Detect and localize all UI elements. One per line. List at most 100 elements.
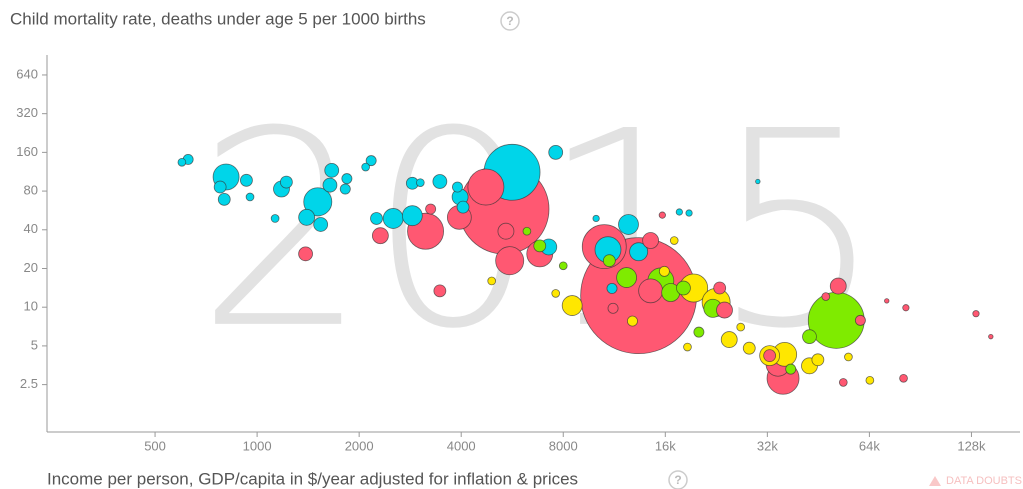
bubble — [456, 200, 470, 214]
bubble — [616, 267, 637, 288]
bubble — [487, 276, 497, 286]
chart-title: Child mortality rate, deaths under age 5… — [10, 9, 426, 28]
y-tick-label: 2.5 — [20, 376, 38, 391]
bubble — [324, 162, 340, 178]
bubble — [607, 302, 619, 314]
bubble — [279, 175, 293, 189]
data-doubts-label[interactable]: DATA DOUBTS — [946, 475, 1022, 487]
bubble — [217, 192, 231, 206]
help-icon[interactable]: ? — [500, 11, 520, 31]
bubble — [629, 242, 649, 262]
bubble — [693, 326, 705, 338]
bubble — [382, 208, 404, 229]
x-tick-label: 32k — [757, 438, 778, 453]
bubble — [675, 208, 683, 216]
x-tick-label: 2000 — [345, 438, 374, 453]
bubble — [365, 155, 377, 167]
bubble — [303, 187, 333, 217]
svg-text:?: ? — [506, 14, 513, 28]
bubble — [902, 304, 910, 312]
bubble — [838, 378, 848, 387]
bubble — [658, 211, 666, 219]
bubble — [592, 214, 600, 223]
bubble — [988, 333, 994, 340]
bubble — [558, 261, 568, 271]
bubble — [811, 353, 825, 367]
bubble — [972, 310, 980, 318]
bubble — [829, 277, 847, 295]
bubble — [602, 254, 616, 268]
bubble — [716, 301, 733, 319]
bubble — [561, 295, 583, 316]
bubble — [642, 232, 660, 249]
bubble — [755, 178, 761, 185]
bubble — [763, 349, 777, 363]
bubble — [533, 239, 547, 253]
bubble — [433, 284, 447, 298]
bubble — [425, 203, 437, 215]
bubble — [415, 178, 425, 187]
bubble — [240, 173, 253, 187]
y-tick-label: 80 — [24, 183, 38, 198]
bubble — [548, 144, 564, 160]
bubble — [322, 177, 338, 193]
bubble — [341, 173, 353, 185]
x-tick-label: 1000 — [243, 438, 272, 453]
y-tick-label: 40 — [24, 221, 38, 236]
bubble — [844, 352, 853, 362]
x-tick-label: 8000 — [549, 438, 578, 453]
bubble — [669, 236, 679, 245]
y-tick-label: 20 — [24, 260, 38, 275]
bubble — [742, 341, 756, 355]
bubble — [865, 375, 875, 385]
bubble — [467, 168, 505, 206]
bubble — [683, 342, 692, 352]
bubble — [298, 246, 313, 262]
data-doubts[interactable]: DATA DOUBTS — [929, 475, 1022, 487]
bubble — [495, 246, 525, 276]
bubble — [522, 226, 532, 236]
y-tick-label: 10 — [24, 299, 38, 314]
bubble — [736, 322, 746, 332]
bubble — [713, 281, 727, 295]
y-tick-label: 640 — [16, 66, 38, 81]
bubble — [884, 298, 890, 304]
bubble — [802, 329, 817, 345]
svg-text:?: ? — [674, 473, 681, 487]
x-tick-label: 128k — [957, 438, 986, 453]
x-tick-label: 16k — [655, 438, 676, 453]
bubble — [606, 282, 618, 294]
y-tick-label: 5 — [31, 337, 38, 352]
x-tick-label: 64k — [859, 438, 880, 453]
bubble — [626, 315, 638, 327]
x-tick-label: 4000 — [447, 438, 476, 453]
help-icon[interactable]: ? — [668, 470, 688, 489]
bubble — [313, 217, 329, 232]
bubble — [618, 214, 639, 235]
bubble — [785, 363, 797, 375]
bubble — [298, 208, 316, 226]
bubble — [658, 265, 670, 277]
bubble — [685, 209, 693, 217]
bubble — [371, 227, 389, 245]
y-tick-label: 320 — [16, 105, 38, 120]
bubble — [452, 181, 463, 193]
x-axis-title: Income per person, GDP/capita in $/year … — [47, 469, 578, 488]
bubble — [676, 280, 691, 296]
bubble — [245, 192, 255, 202]
bubble — [899, 373, 908, 383]
bubble — [270, 214, 280, 223]
bubble — [854, 314, 866, 326]
bubble — [177, 157, 187, 167]
bubble — [720, 331, 738, 348]
bubble — [638, 278, 663, 304]
bubble — [361, 162, 370, 172]
bubble — [339, 183, 351, 195]
bubble — [551, 289, 561, 298]
bubble — [370, 212, 383, 225]
x-tick-label: 500 — [144, 438, 166, 453]
y-tick-label: 160 — [16, 144, 38, 159]
bubble — [432, 174, 448, 189]
